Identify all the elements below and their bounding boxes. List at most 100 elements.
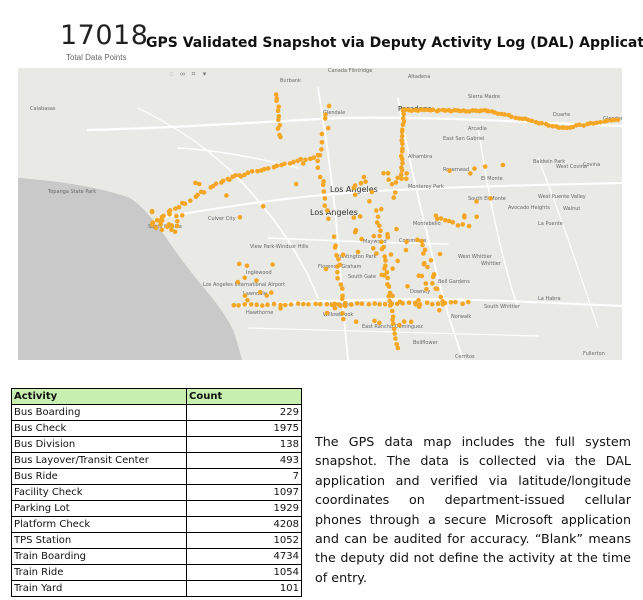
gps-point[interactable] xyxy=(382,302,388,307)
gps-point[interactable] xyxy=(188,198,193,203)
gps-point[interactable] xyxy=(242,172,247,178)
gps-point[interactable] xyxy=(278,302,283,308)
gps-point[interactable] xyxy=(416,304,422,309)
gps-point[interactable] xyxy=(419,238,425,244)
gps-point[interactable] xyxy=(393,180,399,185)
gps-point[interactable] xyxy=(326,216,331,222)
gps-point[interactable] xyxy=(257,290,263,295)
gps-point[interactable] xyxy=(413,302,418,307)
gps-point[interactable] xyxy=(295,301,301,306)
gps-point[interactable] xyxy=(342,303,348,309)
gps-point[interactable] xyxy=(159,218,165,223)
gps-point[interactable] xyxy=(374,208,379,213)
gps-point[interactable] xyxy=(371,233,377,239)
gps-point[interactable] xyxy=(338,303,343,309)
gps-point[interactable] xyxy=(386,293,392,299)
gps-point[interactable] xyxy=(401,319,407,324)
gps-point[interactable] xyxy=(169,223,175,228)
gps-point[interactable] xyxy=(231,303,237,308)
gps-point[interactable] xyxy=(317,174,323,180)
gps-point[interactable] xyxy=(383,258,388,263)
gps-point[interactable] xyxy=(482,164,488,169)
gps-point[interactable] xyxy=(319,147,324,152)
gps-point[interactable] xyxy=(340,296,345,302)
gps-point[interactable] xyxy=(550,123,555,129)
gps-point[interactable] xyxy=(390,317,395,322)
gps-point[interactable] xyxy=(271,301,277,307)
gps-point[interactable] xyxy=(438,216,444,221)
gps-point[interactable] xyxy=(306,302,311,307)
gps-point[interactable] xyxy=(400,141,405,147)
gps-point[interactable] xyxy=(324,302,330,307)
gps-point[interactable] xyxy=(420,242,425,248)
gps-point[interactable] xyxy=(466,299,471,305)
gps-point[interactable] xyxy=(390,266,395,271)
gps-point[interactable] xyxy=(331,234,337,239)
gps-point[interactable] xyxy=(509,114,514,120)
gps-point[interactable] xyxy=(352,192,358,197)
gps-point[interactable] xyxy=(165,224,170,230)
gps-point[interactable] xyxy=(455,223,461,228)
gps-point[interactable] xyxy=(612,117,617,123)
gps-point[interactable] xyxy=(453,299,458,305)
gps-map[interactable]: Canada Flintridge Burbank Altadena Sierra M… xyxy=(18,68,622,360)
gps-point[interactable] xyxy=(425,264,430,270)
gps-point[interactable] xyxy=(430,107,436,112)
gps-point[interactable] xyxy=(397,299,403,305)
gps-point[interactable] xyxy=(422,247,428,253)
gps-point[interactable] xyxy=(378,228,383,233)
gps-point[interactable] xyxy=(175,219,180,224)
gps-point[interactable] xyxy=(287,161,293,166)
gps-point[interactable] xyxy=(320,182,326,188)
gps-point[interactable] xyxy=(369,189,375,195)
gps-point[interactable] xyxy=(174,223,180,229)
gps-point[interactable] xyxy=(337,262,343,267)
gps-point[interactable] xyxy=(372,301,378,306)
gps-point[interactable] xyxy=(390,293,395,299)
gps-point[interactable] xyxy=(434,216,440,222)
gps-point[interactable] xyxy=(421,251,426,256)
gps-point[interactable] xyxy=(391,195,397,200)
gps-point[interactable] xyxy=(322,116,328,121)
gps-point[interactable] xyxy=(479,108,484,113)
gps-point[interactable] xyxy=(371,246,376,251)
gps-point[interactable] xyxy=(382,254,388,259)
gps-point[interactable] xyxy=(399,133,405,139)
gps-point[interactable] xyxy=(176,205,182,210)
gps-point[interactable] xyxy=(392,331,398,336)
gps-point[interactable] xyxy=(564,125,569,131)
gps-point[interactable] xyxy=(372,318,377,324)
gps-point[interactable] xyxy=(474,199,479,204)
gps-point[interactable] xyxy=(335,276,340,281)
gps-point[interactable] xyxy=(399,156,405,162)
gps-point[interactable] xyxy=(273,92,279,97)
gps-point[interactable] xyxy=(197,181,202,187)
gps-point[interactable] xyxy=(429,301,435,307)
gps-point[interactable] xyxy=(529,118,535,124)
gps-point[interactable] xyxy=(359,301,365,306)
gps-point[interactable] xyxy=(201,190,207,195)
gps-point[interactable] xyxy=(366,301,372,307)
gps-point[interactable] xyxy=(260,303,265,308)
gps-point[interactable] xyxy=(399,129,405,135)
gps-point[interactable] xyxy=(436,108,442,113)
gps-point[interactable] xyxy=(377,233,382,239)
gps-point[interactable] xyxy=(404,239,409,245)
gps-point[interactable] xyxy=(298,157,304,162)
gps-point[interactable] xyxy=(149,208,155,214)
gps-point[interactable] xyxy=(173,206,178,211)
gps-point[interactable] xyxy=(182,201,188,206)
gps-point[interactable] xyxy=(395,175,400,181)
gps-point[interactable] xyxy=(340,286,345,291)
gps-point[interactable] xyxy=(388,252,394,257)
gps-point[interactable] xyxy=(394,342,400,347)
gps-point[interactable] xyxy=(315,165,321,170)
gps-point[interactable] xyxy=(404,171,410,176)
gps-point[interactable] xyxy=(355,249,361,255)
gps-point[interactable] xyxy=(321,179,326,184)
gps-point[interactable] xyxy=(323,266,329,272)
gps-point[interactable] xyxy=(166,209,172,214)
gps-point[interactable] xyxy=(546,123,551,128)
gps-point[interactable] xyxy=(405,284,410,289)
gps-point[interactable] xyxy=(341,316,346,322)
